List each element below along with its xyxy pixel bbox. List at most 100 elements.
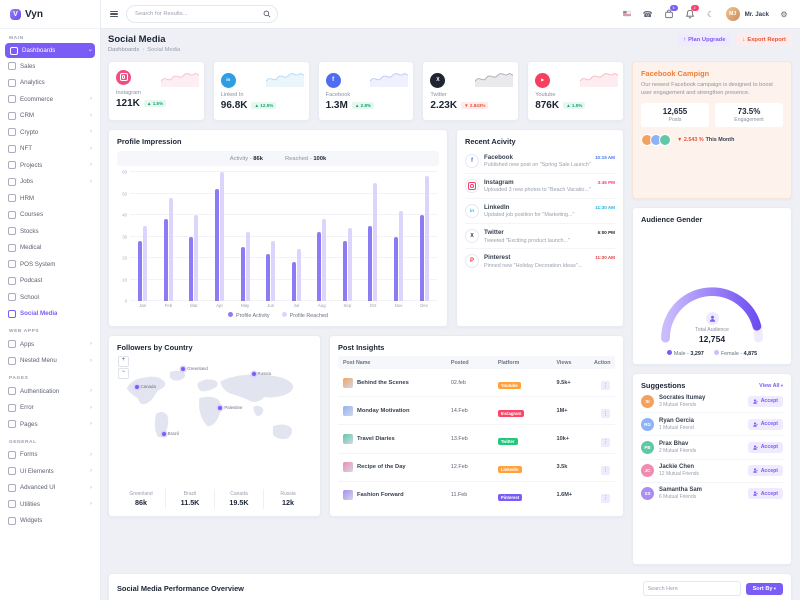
sidebar-item-crm[interactable]: CRM › <box>0 108 100 125</box>
map-marker-russia[interactable]: Russia <box>251 371 271 376</box>
sidebar-item-medical[interactable]: Medical <box>0 240 100 257</box>
sort-by-button[interactable]: Sort By <box>745 582 783 595</box>
sidebar-item-projects[interactable]: Projects › <box>0 157 100 174</box>
sidebar-item-ui-elements[interactable]: UI Elements › <box>0 463 100 480</box>
row-menu-button[interactable]: ⋮ <box>601 493 610 503</box>
avatar: PB <box>641 440 654 454</box>
app-name: Vyn <box>25 8 43 20</box>
settings-gear-icon[interactable]: ⚙ <box>780 9 788 19</box>
sidebar-item-stocks[interactable]: Stocks <box>0 223 100 240</box>
zoom-in-button[interactable]: + <box>118 356 129 367</box>
chevron-right-icon: › <box>89 450 92 458</box>
sidebar-item-pages[interactable]: Pages › <box>0 416 100 433</box>
sidebar-section-label: PAGES <box>9 376 29 381</box>
sidebar-item-podcast[interactable]: Podcast <box>0 273 100 290</box>
audience-legend: Male - 3,297 Female - 4,875 <box>641 350 783 357</box>
chevron-right-icon: › <box>89 467 92 474</box>
sidebar-item-advanced-ui[interactable]: Advanced UI › <box>0 480 100 497</box>
sidebar-item-utilities[interactable]: Utilities › <box>0 496 100 513</box>
bar-group[interactable] <box>335 172 361 301</box>
row-menu-button[interactable]: ⋮ <box>601 409 610 419</box>
profile-impression-card: Profile Impression Activity - 86k Reached… <box>108 129 448 327</box>
sidebar-item-nft[interactable]: NFT › <box>0 141 100 158</box>
accept-button[interactable]: Accept <box>748 441 783 453</box>
bar-group[interactable] <box>411 172 437 301</box>
sidebar-item-nested-menu[interactable]: Nested Menu › <box>0 353 100 370</box>
widgets-icon <box>8 516 16 525</box>
activity-item: X Twitter 6:00 PM Tweeted "Exciting product… <box>465 224 615 250</box>
menu-toggle-icon[interactable] <box>110 10 118 18</box>
bar-group[interactable] <box>360 172 386 301</box>
pinterest-icon: P <box>465 254 479 269</box>
chevron-right-icon: › <box>89 177 92 185</box>
sidebar-item-hrm[interactable]: HRM <box>0 190 100 207</box>
sidebar-item-error[interactable]: Error › <box>0 400 100 417</box>
bar-group[interactable] <box>130 172 156 301</box>
stat-card-facebook: f Facebook 1.3M ▲ 2.8% <box>317 61 415 121</box>
view-all-link[interactable]: View All <box>759 383 783 389</box>
table-search-input[interactable] <box>642 581 741 596</box>
bar-group[interactable] <box>283 172 309 301</box>
chevron-right-icon: › <box>89 144 92 152</box>
bar-group[interactable] <box>258 172 284 301</box>
sidebar-item-social-media[interactable]: Social Media <box>0 306 100 323</box>
sidebar-item-analytics[interactable]: Analytics <box>0 75 100 92</box>
female-dot-icon <box>713 350 719 355</box>
row-menu-button[interactable]: ⋮ <box>601 437 610 447</box>
map-marker-palestine[interactable]: Palestine <box>218 405 242 410</box>
search-input[interactable] <box>133 10 259 18</box>
phone-icon[interactable]: ☎ <box>642 9 653 19</box>
row-menu-button[interactable]: ⋮ <box>601 465 610 475</box>
sidebar-item-dashboards[interactable]: Dashboards › <box>5 43 95 58</box>
sidebar-item-ecommerce[interactable]: Ecommerce › <box>0 91 100 108</box>
topbar: ☎ 5 2 ☾ MJ Mr. Jack ⚙ <box>100 0 800 29</box>
bar-group[interactable] <box>181 172 207 301</box>
sidebar-item-forms[interactable]: Forms › <box>0 447 100 464</box>
sidebar-item-sales[interactable]: Sales <box>0 58 100 75</box>
facebook-icon: f <box>325 72 341 88</box>
table-row: Recipe of the Day 12.Feb Linkedin 3.5k ⋮ <box>338 454 615 482</box>
bar-group[interactable] <box>309 172 335 301</box>
bell-icon[interactable]: 2 <box>684 5 699 20</box>
bar-group[interactable] <box>232 172 258 301</box>
accept-button[interactable]: Accept <box>748 395 783 407</box>
platform-badge: Twitter <box>497 438 518 445</box>
map-marker-brazil[interactable]: Brazil <box>161 431 179 436</box>
platform-badge: Linkedin <box>497 466 522 474</box>
instagram-icon <box>465 178 479 193</box>
bar-group[interactable] <box>156 172 182 301</box>
accept-button[interactable]: Accept <box>748 465 783 477</box>
map-marker-greenland[interactable]: Greenland <box>181 366 208 371</box>
dark-mode-moon-icon[interactable]: ☾ <box>706 9 715 19</box>
export-report-button[interactable]: ↓ Export Report <box>736 34 792 46</box>
sidebar-item-pos-system[interactable]: POS System <box>0 256 100 273</box>
breadcrumb-dashboards[interactable]: Dashboards <box>108 47 140 53</box>
sparkline-chart <box>580 72 618 87</box>
sidebar-item-widgets[interactable]: Widgets <box>0 513 100 530</box>
global-search[interactable] <box>126 5 278 23</box>
world-map[interactable]: + − <box>117 355 312 485</box>
accept-button[interactable]: Accept <box>748 418 783 430</box>
sidebar-item-courses[interactable]: Courses <box>0 207 100 224</box>
bar-group[interactable] <box>207 172 233 301</box>
app-logo[interactable]: V Vyn <box>0 0 100 29</box>
activity-item: in LinkedIn 11:30 AM Updated job position f… <box>465 199 615 225</box>
sidebar-item-crypto[interactable]: Crypto › <box>0 124 100 141</box>
sidebar-item-jobs[interactable]: Jobs › <box>0 174 100 191</box>
map-marker-canada[interactable]: Canada <box>134 384 156 389</box>
sidebar-item-apps[interactable]: Apps › <box>0 336 100 353</box>
chevron-right-icon: › <box>89 340 92 347</box>
zoom-out-button[interactable]: − <box>118 368 129 379</box>
row-menu-button[interactable]: ⋮ <box>601 381 610 391</box>
accept-button[interactable]: Accept <box>748 488 783 500</box>
avatar: JC <box>641 464 654 478</box>
cart-icon[interactable]: 5 <box>663 5 678 20</box>
sidebar-item-school[interactable]: School <box>0 289 100 306</box>
user-avatar[interactable]: MJ <box>725 7 740 21</box>
language-flag-icon[interactable] <box>621 8 633 20</box>
sidebar-item-authentication[interactable]: Authentication › <box>0 383 100 400</box>
bar-group[interactable] <box>386 172 412 301</box>
impression-bars <box>130 172 437 301</box>
plan-upgrade-button[interactable]: ↑ Plan Upgrade <box>677 34 732 46</box>
map-markers: Greenland Canada Russia Palestine Brazil <box>117 355 312 485</box>
